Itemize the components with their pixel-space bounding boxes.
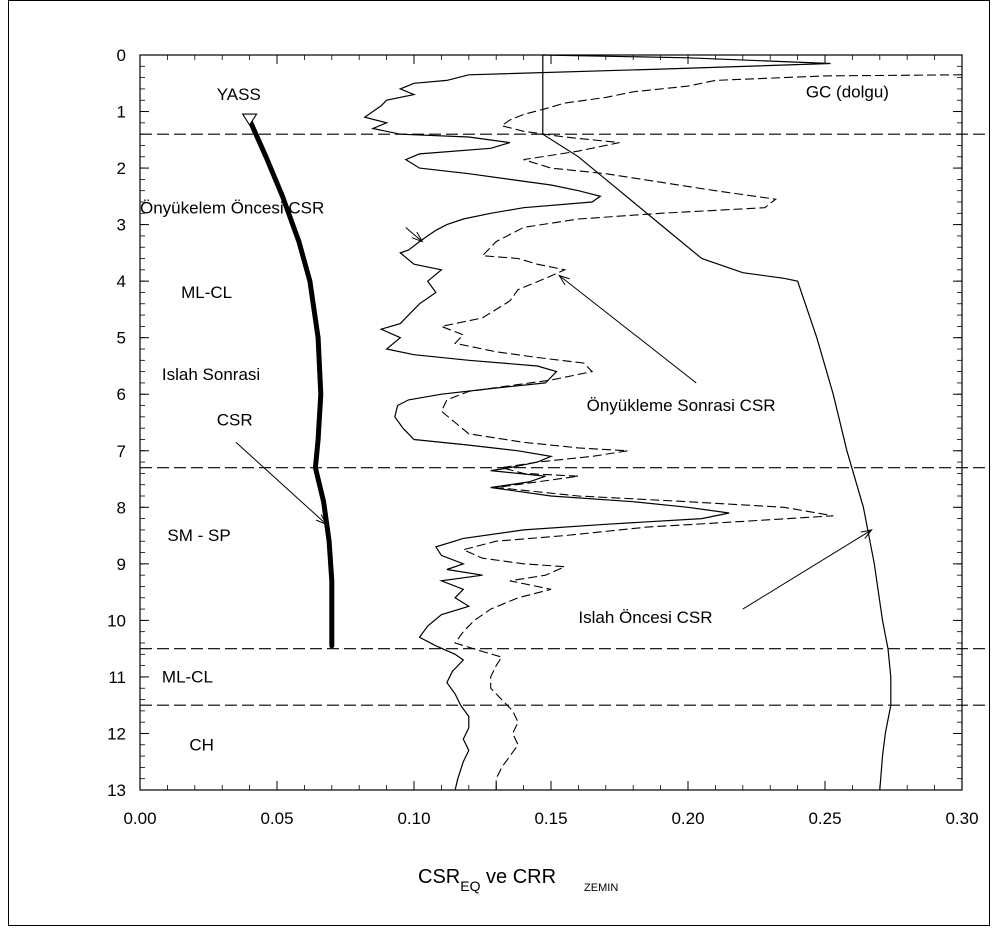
y-tick-label: 0	[117, 46, 126, 65]
x-tick-label: 0.15	[534, 809, 567, 828]
x-axis-label-sub2: ZEMIN	[584, 882, 618, 894]
annotation-label: CSR	[217, 410, 253, 429]
annotation-arrowhead	[411, 231, 424, 243]
annotation-arrow	[235, 441, 327, 525]
y-tick-label: 5	[117, 329, 126, 348]
annotation-label: YASS	[217, 85, 261, 104]
annotation-arrow	[405, 227, 423, 242]
x-tick-label: 0.30	[945, 809, 978, 828]
annotation-label: Önyükelem Öncesi CSR	[140, 198, 324, 217]
water-table-marker	[241, 113, 258, 127]
y-tick-label: 9	[117, 555, 126, 574]
plot-border	[139, 54, 963, 791]
figure-frame	[8, 0, 990, 926]
x-tick-label: 0.05	[260, 809, 293, 828]
y-tick-label: 1	[117, 103, 126, 122]
series-line-2	[363, 54, 831, 791]
y-tick-label: 7	[117, 442, 126, 461]
annotations: GC (dolgu) ML-CL SM - SP ML-CL CH YASS Önyükel…	[140, 82, 889, 754]
series-line-3	[439, 74, 963, 790]
x-tick-label: 0.00	[123, 809, 156, 828]
annotation-arrowhead	[315, 514, 328, 526]
y-tick-label: 3	[117, 216, 126, 235]
y-tick-label: 13	[107, 781, 126, 800]
annotation-arrowhead	[558, 274, 570, 286]
x-tick-label: 0.25	[808, 809, 841, 828]
x-axis-label-mid: ve CRR	[480, 866, 556, 888]
layer-label: CH	[189, 735, 214, 754]
layer-label: ML-CL	[162, 668, 213, 687]
x-tick-label: 0.10	[397, 809, 430, 828]
series-line-1	[542, 55, 892, 791]
annotation-label: Islah Sonrasi	[162, 365, 260, 384]
y-tick-label: 4	[117, 272, 126, 291]
layer-label: GC (dolgu)	[806, 82, 889, 101]
y-tick-label: 12	[107, 724, 126, 743]
y-tick-label: 6	[117, 385, 126, 404]
series-group	[247, 54, 963, 791]
series-line-0	[247, 117, 335, 649]
x-axis-label-sub1: EQ	[460, 878, 480, 894]
annotation-arrow	[558, 275, 697, 384]
y-tick-label: 8	[117, 498, 126, 517]
annotation-arrowhead	[860, 529, 873, 539]
layer-label: ML-CL	[181, 283, 232, 302]
y-tick-label: 10	[107, 611, 126, 630]
y-tick-label: 11	[108, 668, 126, 687]
x-axis-label: CSREQ ve CRR ZEMIN	[418, 866, 618, 894]
y-tick-label: 2	[117, 159, 126, 178]
x-axis-label-main: CSR	[418, 866, 460, 888]
layer-boundaries	[140, 133, 988, 706]
x-tick-label: 0.20	[671, 809, 704, 828]
annotation-arrow	[742, 529, 872, 610]
layer-label: SM - SP	[167, 526, 230, 545]
annotation-label: Islah Öncesi CSR	[578, 608, 712, 627]
annotation-label: Önyükleme Sonrasi CSR	[587, 396, 776, 415]
axes: 0.00 0.05 0.10 0.15 0.20 0.25 0.30012345678910…	[107, 46, 978, 828]
